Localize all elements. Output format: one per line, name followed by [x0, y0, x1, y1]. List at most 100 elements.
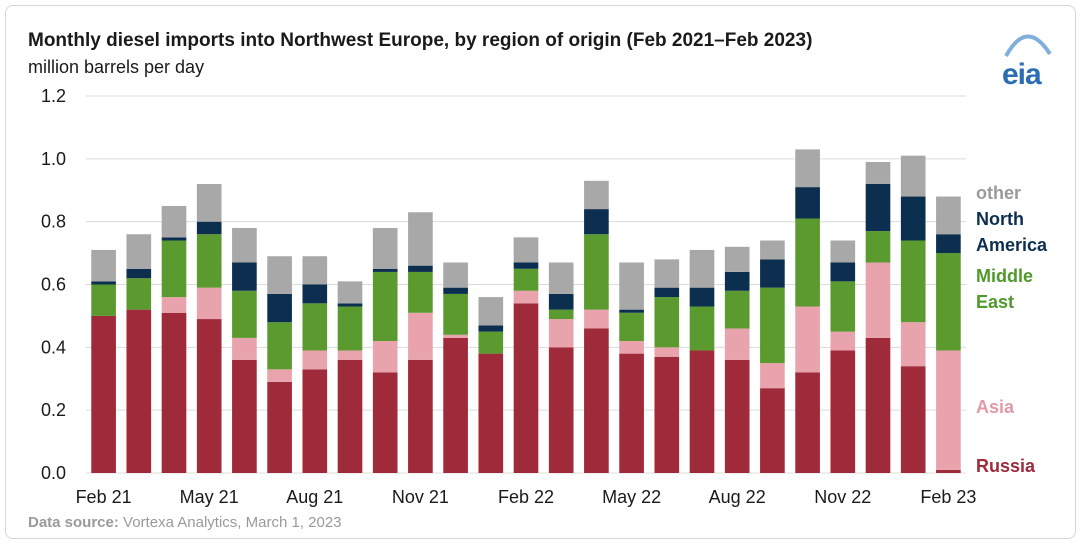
x-tick-label: Aug 22: [709, 487, 766, 507]
y-tick-label: 0.4: [41, 337, 66, 357]
x-tick-label: May 21: [180, 487, 239, 507]
bar-north-america-jul-22: [689, 287, 715, 307]
bar-middle-east-sep-22: [760, 287, 785, 364]
bar-russia-dec-22: [865, 337, 891, 473]
bar-middle-east-jul-21: [267, 322, 292, 370]
x-tick-label: Nov 22: [814, 487, 871, 507]
y-tick-label: 1.2: [41, 86, 66, 106]
bar-middle-east-aug-22: [724, 290, 750, 329]
bar-north-america-dec-22: [865, 183, 891, 232]
data-source: Data source: Vortexa Analytics, March 1,…: [28, 514, 342, 531]
bar-asia-may-21: [196, 287, 222, 320]
bar-other-feb-21: [91, 249, 116, 282]
bar-north-america-sep-21: [337, 303, 363, 307]
bar-middle-east-feb-23: [936, 253, 961, 351]
bar-north-america-nov-21: [408, 265, 433, 272]
bar-north-america-jun-21: [232, 262, 257, 291]
bar-russia-nov-22: [830, 350, 856, 473]
y-tick-label: 0.0: [41, 463, 66, 483]
bar-russia-sep-21: [337, 359, 363, 473]
bar-north-america-jun-22: [654, 287, 680, 298]
bar-north-america-may-21: [196, 221, 222, 235]
bar-middle-east-apr-21: [161, 240, 187, 298]
bar-other-jun-22: [654, 259, 680, 288]
bar-asia-dec-21: [443, 334, 468, 338]
bar-north-america-oct-22: [795, 187, 820, 219]
bar-north-america-feb-22: [513, 262, 539, 269]
bar-asia-apr-22: [584, 309, 609, 329]
bar-other-nov-22: [830, 240, 856, 263]
bar-asia-aug-21: [302, 350, 328, 370]
bar-other-jul-22: [689, 249, 715, 288]
bar-north-america-sep-22: [760, 259, 785, 288]
bar-other-mar-22: [548, 262, 574, 294]
eia-logo-arc-icon: [1004, 34, 1052, 57]
bar-middle-east-feb-21: [91, 284, 116, 316]
bar-north-america-apr-22: [584, 209, 609, 235]
bar-russia-mar-22: [548, 347, 574, 473]
bar-asia-dec-22: [865, 262, 891, 338]
bar-middle-east-sep-21: [337, 306, 363, 351]
eia-logo: eia: [1002, 58, 1042, 91]
bar-middle-east-jan-23: [900, 240, 926, 323]
bar-other-apr-22: [584, 180, 609, 210]
legend-label-north-america-line1: North: [976, 209, 1024, 229]
bar-middle-east-oct-22: [795, 218, 820, 307]
bar-russia-feb-23: [936, 469, 961, 473]
data-source-label: Data source:: [28, 514, 119, 531]
bar-asia-jan-23: [900, 322, 926, 367]
bar-asia-feb-23: [936, 350, 961, 470]
bar-russia-aug-21: [302, 369, 328, 473]
bar-middle-east-jun-22: [654, 297, 680, 348]
bar-north-america-nov-22: [830, 262, 856, 282]
chart-title: Monthly diesel imports into Northwest Eu…: [28, 30, 813, 51]
legend-label-middle-east-line2: East: [976, 292, 1015, 312]
y-tick-label: 1.0: [41, 149, 66, 169]
bar-north-america-oct-21: [372, 268, 398, 272]
bar-asia-apr-21: [161, 297, 187, 313]
bar-asia-mar-22: [548, 319, 574, 348]
bar-asia-sep-22: [760, 363, 785, 389]
bar-russia-jan-22: [478, 353, 504, 473]
bar-other-may-22: [619, 262, 644, 310]
bar-north-america-mar-21: [126, 268, 152, 279]
bar-middle-east-may-21: [196, 234, 222, 288]
bar-asia-feb-22: [513, 290, 539, 304]
bar-middle-east-nov-21: [408, 271, 433, 313]
bar-russia-aug-22: [724, 359, 750, 473]
bar-north-america-jul-21: [267, 293, 292, 323]
bar-middle-east-jul-22: [689, 306, 715, 351]
bar-other-sep-21: [337, 281, 363, 304]
bar-other-aug-21: [302, 256, 328, 285]
legend-label-north-america-line2: America: [976, 235, 1048, 255]
bar-other-dec-22: [865, 161, 891, 184]
bar-russia-jul-22: [689, 350, 715, 473]
bar-middle-east-feb-22: [513, 268, 539, 291]
legend-russia: Russia: [976, 453, 1035, 479]
chart-subtitle: million barrels per day: [28, 57, 205, 77]
bar-north-america-jan-23: [900, 196, 926, 241]
x-tick-label: Aug 21: [286, 487, 343, 507]
bar-middle-east-nov-22: [830, 281, 856, 332]
bar-middle-east-dec-21: [443, 293, 468, 335]
bar-asia-oct-21: [372, 341, 398, 373]
data-source-text: Vortexa Analytics, March 1, 2023: [123, 514, 342, 531]
bar-middle-east-jan-22: [478, 331, 504, 354]
bar-russia-mar-21: [126, 309, 152, 473]
bar-asia-jun-22: [654, 347, 680, 357]
bar-asia-jul-21: [267, 369, 292, 382]
bar-middle-east-may-22: [619, 312, 644, 342]
bar-other-oct-21: [372, 227, 398, 269]
bar-north-america-dec-21: [443, 287, 468, 294]
x-tick-label: Feb 23: [920, 487, 976, 507]
bar-asia-nov-22: [830, 331, 856, 351]
bar-north-america-feb-23: [936, 234, 961, 254]
bar-other-nov-21: [408, 212, 433, 266]
bar-russia-may-21: [196, 319, 222, 473]
legend-label-middle-east-line1: Middle: [976, 266, 1033, 286]
bar-other-aug-22: [724, 246, 750, 272]
bar-russia-jun-21: [232, 359, 257, 473]
legend-asia: Asia: [976, 394, 1014, 420]
bar-north-america-aug-21: [302, 284, 328, 304]
